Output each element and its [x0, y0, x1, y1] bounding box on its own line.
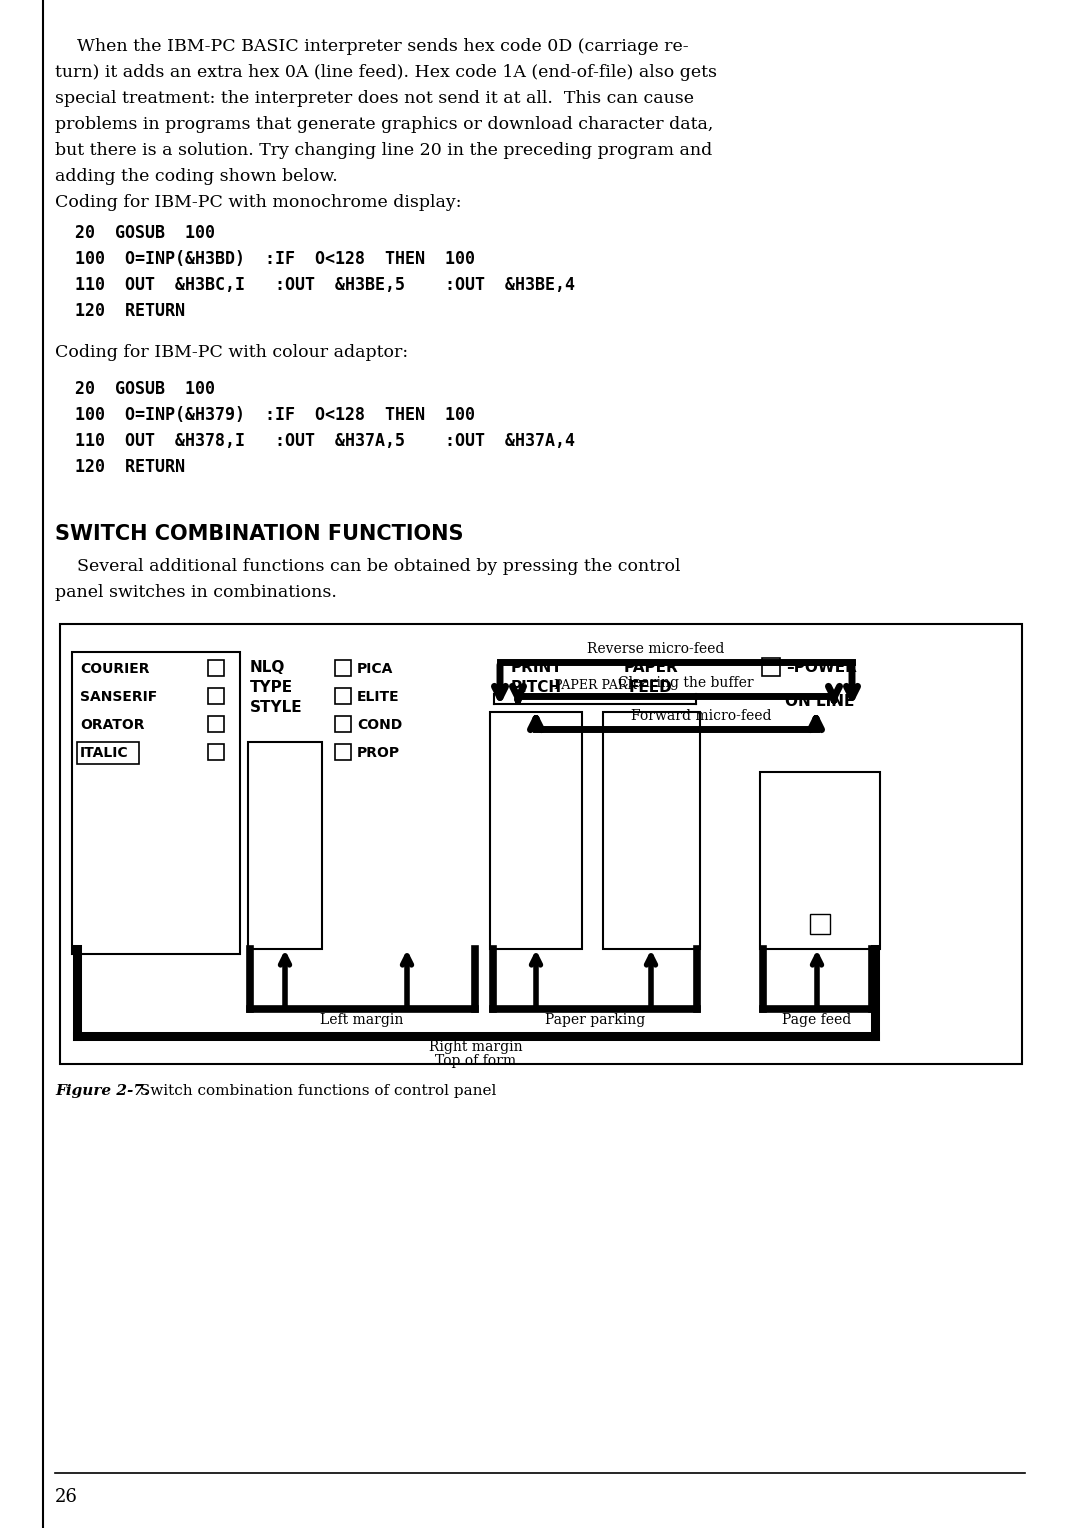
Text: SWITCH COMBINATION FUNCTIONS: SWITCH COMBINATION FUNCTIONS [55, 524, 463, 544]
Text: Right margin: Right margin [429, 1041, 523, 1054]
Text: 26: 26 [55, 1488, 78, 1507]
Bar [208, 744, 224, 759]
Text: Clearing the buffer: Clearing the buffer [618, 675, 754, 691]
Bar [490, 712, 582, 949]
Text: Switch combination functions of control panel: Switch combination functions of control … [135, 1083, 497, 1099]
Text: Several additional functions can be obtained by pressing the control: Several additional functions can be obta… [55, 558, 680, 575]
Text: PITCH: PITCH [511, 680, 562, 695]
Text: problems in programs that generate graphics or download character data,: problems in programs that generate graph… [55, 116, 714, 133]
Text: 100  O=INP(&H379)  :IF  O<128  THEN  100: 100 O=INP(&H379) :IF O<128 THEN 100 [55, 406, 475, 423]
Bar [208, 717, 224, 732]
Text: PROP: PROP [357, 746, 400, 759]
Bar [335, 717, 351, 732]
Text: PAPER: PAPER [623, 660, 678, 675]
Text: 100  O=INP(&H3BD)  :IF  O<128  THEN  100: 100 O=INP(&H3BD) :IF O<128 THEN 100 [55, 251, 475, 267]
Text: Left margin: Left margin [321, 1013, 404, 1027]
Text: Figure 2-7.: Figure 2-7. [55, 1083, 149, 1099]
Text: PRINT: PRINT [510, 660, 562, 675]
Text: panel switches in combinations.: panel switches in combinations. [55, 584, 337, 601]
Text: special treatment: the interpreter does not send it at all.  This can cause: special treatment: the interpreter does … [55, 90, 694, 107]
Text: ON LINE: ON LINE [785, 694, 854, 709]
Bar [72, 652, 240, 953]
Text: adding the coding shown below.: adding the coding shown below. [55, 168, 338, 185]
Text: 20  GOSUB  100: 20 GOSUB 100 [55, 380, 215, 397]
Text: COURIER: COURIER [80, 662, 149, 675]
Text: 110  OUT  &H3BC,I   :OUT  &H3BE,5    :OUT  &H3BE,4: 110 OUT &H3BC,I :OUT &H3BE,5 :OUT &H3BE,… [55, 277, 575, 293]
Text: 120  RETURN: 120 RETURN [55, 303, 185, 319]
Bar [762, 659, 780, 675]
Text: Paper parking: Paper parking [545, 1013, 645, 1027]
Text: PICA: PICA [357, 662, 393, 675]
Text: STYLE: STYLE [249, 700, 302, 715]
Text: NLQ: NLQ [249, 660, 285, 675]
Bar [60, 623, 1022, 1063]
Bar [335, 744, 351, 759]
Bar [208, 660, 224, 675]
Text: When the IBM-PC BASIC interpreter sends hex code 0D (carriage re-: When the IBM-PC BASIC interpreter sends … [55, 38, 689, 55]
Text: SANSERIF: SANSERIF [80, 691, 158, 704]
Text: 110  OUT  &H378,I   :OUT  &H37A,5    :OUT  &H37A,4: 110 OUT &H378,I :OUT &H37A,5 :OUT &H37A,… [55, 432, 575, 451]
Text: 120  RETURN: 120 RETURN [55, 458, 185, 477]
Text: ELITE: ELITE [357, 691, 400, 704]
Text: Coding for IBM-PC with colour adaptor:: Coding for IBM-PC with colour adaptor: [55, 344, 408, 361]
Text: ORATOR: ORATOR [80, 718, 145, 732]
Bar [335, 688, 351, 704]
Bar [77, 743, 139, 764]
Text: –POWER: –POWER [786, 660, 856, 675]
Text: TYPE: TYPE [249, 680, 293, 695]
Bar [760, 772, 880, 949]
Text: PAPER PARK: PAPER PARK [554, 678, 636, 692]
Text: Top of form: Top of form [435, 1054, 516, 1068]
Text: COND: COND [357, 718, 402, 732]
Text: 20  GOSUB  100: 20 GOSUB 100 [55, 225, 215, 241]
Text: but there is a solution. Try changing line 20 in the preceding program and: but there is a solution. Try changing li… [55, 142, 712, 159]
Bar [208, 688, 224, 704]
Bar [810, 914, 831, 934]
Text: Page feed: Page feed [782, 1013, 852, 1027]
Bar [603, 712, 700, 949]
Text: turn) it adds an extra hex 0A (line feed). Hex code 1A (end-of-file) also gets: turn) it adds an extra hex 0A (line feed… [55, 64, 717, 81]
Bar [248, 743, 322, 949]
Text: Forward micro-feed: Forward micro-feed [631, 709, 771, 723]
Text: Reverse micro-feed: Reverse micro-feed [588, 642, 725, 656]
Text: Coding for IBM-PC with monochrome display:: Coding for IBM-PC with monochrome displa… [55, 194, 461, 211]
Text: ITALIC: ITALIC [80, 746, 129, 759]
Text: FEED: FEED [630, 680, 673, 695]
Bar [335, 660, 351, 675]
